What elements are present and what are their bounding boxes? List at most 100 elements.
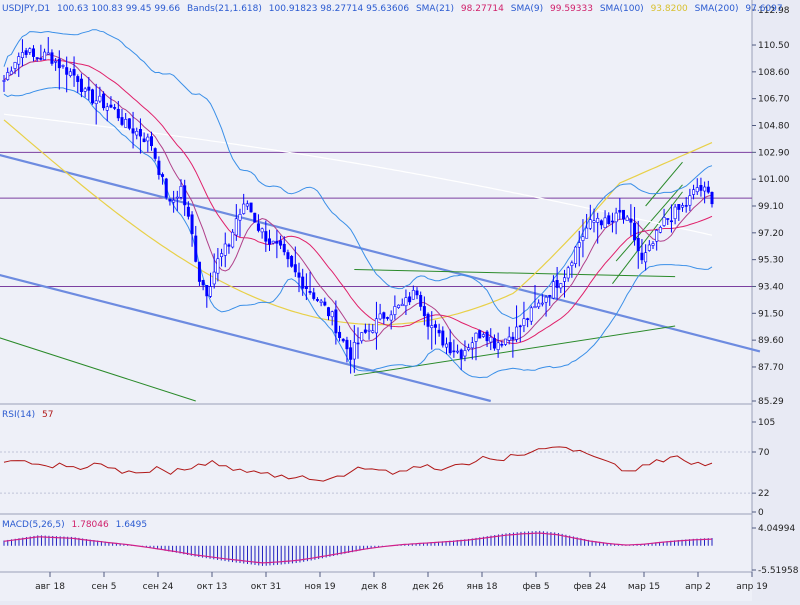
candle-body [518, 325, 522, 328]
candle-body [194, 235, 198, 262]
candle-body [444, 343, 448, 348]
candle-body [684, 205, 688, 207]
price-tick-label: 89.60 [758, 336, 784, 346]
candle-body [673, 206, 677, 219]
candle-body [607, 215, 611, 225]
rsi-tick-label: 105 [758, 418, 775, 428]
candle-body [190, 214, 194, 235]
bands-values: 100.91823 98.27714 95.63606 [269, 4, 410, 14]
candle-body [459, 349, 463, 359]
green-trend-line-left [0, 337, 196, 402]
candle-body [161, 174, 165, 177]
sma9-label: SMA(9) [511, 4, 543, 14]
candle-body [17, 56, 21, 65]
price-tick-label: 104.80 [758, 122, 790, 132]
candle-body [408, 296, 412, 303]
candle-body [610, 220, 614, 223]
rsi-tick-label: 70 [758, 448, 770, 458]
candle-body [633, 222, 637, 241]
sma21-label: SMA(21) [416, 4, 454, 14]
time-tick-label: окт 31 [251, 582, 282, 592]
price-scale[interactable] [752, 0, 800, 601]
candle-body [529, 307, 533, 322]
candle-body [264, 231, 268, 242]
price-tick-label: 87.70 [758, 363, 784, 373]
candle-body [581, 236, 585, 241]
candle-body [596, 217, 600, 223]
candle-body [511, 336, 515, 340]
candle-body [35, 57, 39, 59]
price-tick-label: 97.20 [758, 229, 784, 239]
candle-body [378, 313, 382, 320]
candle-body [474, 332, 478, 342]
candle-body [356, 342, 360, 345]
candle-body [555, 280, 559, 288]
candle-body [131, 128, 135, 134]
candle-body [562, 277, 566, 282]
candle-body [478, 330, 482, 339]
rsi-panel[interactable] [0, 406, 752, 514]
candle-body [109, 104, 113, 108]
candle-body [404, 297, 408, 307]
candle-body [599, 220, 603, 226]
candle-body [227, 244, 231, 247]
candle-body [397, 304, 401, 308]
candle-body [150, 136, 154, 147]
candle-body [249, 202, 253, 213]
candle-body [308, 291, 312, 293]
candle-body [87, 86, 91, 91]
candle-body [138, 128, 142, 137]
candle-body [120, 117, 124, 125]
candle-body [172, 199, 176, 203]
candle-body [253, 212, 257, 223]
candle-body [382, 312, 386, 319]
bands-label: Bands(21,1.618) [187, 4, 262, 14]
candlestick-series [2, 37, 714, 374]
time-tick-label: дек 8 [361, 582, 387, 592]
candle-body [46, 52, 50, 55]
sma100-value: 93.8200 [651, 4, 688, 14]
macd-signal-line [3, 532, 713, 564]
candle-body [644, 252, 648, 263]
candle-body [680, 205, 684, 208]
time-tick-label: янв 18 [467, 582, 498, 592]
candle-body [79, 78, 83, 92]
candle-body [526, 318, 530, 320]
candle-body [703, 186, 707, 192]
candle-body [39, 58, 43, 60]
candle-body [500, 343, 504, 346]
time-axis: авг 18 сен 5 сен 24 окт 13 окт 31 ноя 19 дек 8… [35, 572, 768, 592]
macd-header: MACD(5,26,5) 1.78046 1.6495 [2, 520, 147, 530]
macd-value-2: 1.6495 [116, 520, 148, 530]
candle-body [363, 329, 367, 333]
candle-body [312, 292, 316, 299]
candle-body [54, 60, 58, 63]
candle-body [426, 313, 430, 327]
candle-body [481, 334, 485, 337]
candle-body [124, 119, 128, 128]
candle-body [83, 88, 87, 92]
candle-body [393, 306, 397, 315]
candle-body [231, 231, 235, 248]
candle-body [234, 218, 238, 236]
candle-body [338, 331, 342, 338]
candle-body [57, 58, 61, 69]
candle-body [256, 223, 260, 231]
candle-body [574, 246, 578, 264]
candle-body [492, 338, 496, 349]
candle-body [76, 76, 80, 82]
green-channel-upper [645, 161, 683, 207]
candle-body [640, 252, 644, 261]
candle-body [50, 52, 54, 64]
candle-body [2, 80, 6, 82]
candle-body [374, 318, 378, 334]
candle-body [522, 318, 526, 326]
candle-body [301, 276, 305, 289]
candle-body [323, 301, 327, 306]
candle-body [677, 204, 681, 210]
candle-body [9, 70, 13, 75]
candle-body [437, 329, 441, 334]
candle-body [164, 178, 168, 198]
candle-body [91, 89, 95, 104]
candle-body [6, 72, 10, 80]
